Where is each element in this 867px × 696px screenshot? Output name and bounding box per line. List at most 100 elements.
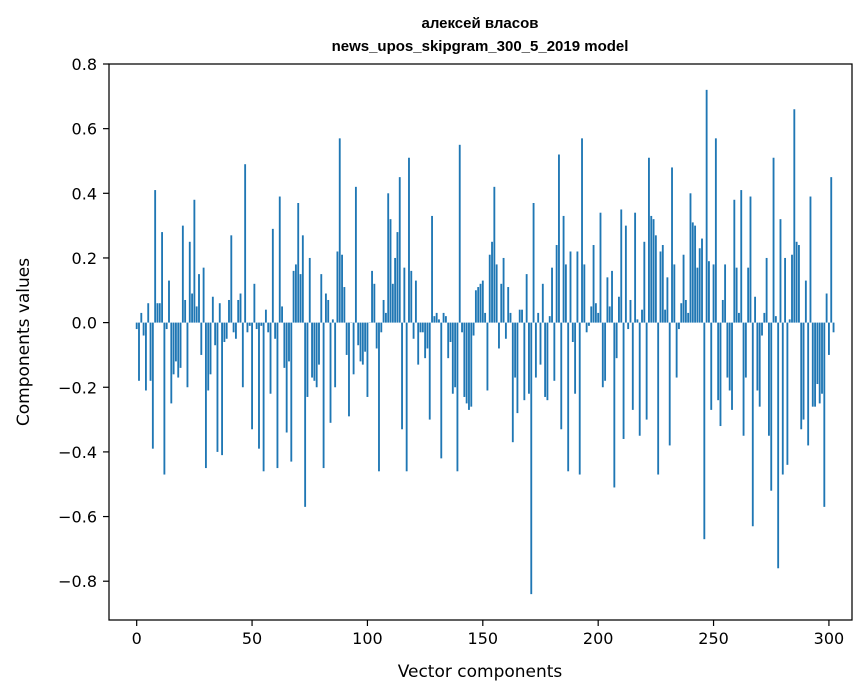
x-axis-label: Vector components [398,662,563,682]
bar [749,196,752,323]
bar [788,319,791,323]
bar [414,280,417,323]
bar [779,219,782,323]
bar [426,322,429,349]
bar [458,144,461,323]
bar [601,322,604,388]
bar [546,322,549,401]
bar [491,241,493,323]
bar [784,257,787,323]
bar [710,322,713,410]
bar [511,322,514,443]
bar [537,312,540,323]
bar [456,322,459,472]
bar [297,203,300,323]
bar [255,322,258,330]
bar [604,322,607,381]
bar [331,319,334,323]
bar [742,322,745,436]
y-axis-ticks: 0.8 0.6 0.4 0.2 0.0 −0.2 −0.4 −0.6 −0.8 [58,55,109,591]
bar [338,138,341,323]
bar [698,248,701,323]
bar [140,312,143,323]
bar [465,322,468,404]
bar [781,322,784,475]
bar [274,322,277,339]
bar [401,322,403,430]
bar [703,322,706,540]
bar [253,283,256,323]
bar [532,203,535,323]
bar [221,322,223,456]
bar [211,296,214,323]
bar [223,322,226,342]
bar [387,193,390,323]
bar [541,283,544,323]
bar [668,322,671,446]
bar [470,322,473,407]
bar [361,322,364,365]
bar [694,225,697,323]
bar [451,322,454,394]
bar [756,322,759,391]
bar [357,322,360,346]
bar [823,322,826,507]
x-tick-label: 200 [583,629,614,648]
bar [525,274,528,323]
bar [514,322,517,378]
bar [438,319,440,323]
bar [336,251,339,323]
bar [375,322,378,349]
bar [641,309,643,323]
bar [486,322,489,391]
bar [659,251,662,323]
bar [576,251,579,323]
bar [504,322,507,339]
bar [800,322,803,430]
bar [463,322,466,397]
bar [142,322,145,336]
bar [747,267,750,323]
bar [276,322,279,469]
bar [705,89,708,323]
bar [652,219,655,323]
x-tick-label: 100 [352,629,383,648]
bar [493,186,496,323]
bar [435,312,438,323]
bar [825,293,828,323]
bar [329,322,332,423]
bar [188,241,191,323]
x-tick-label: 150 [468,629,499,648]
bar [786,322,789,465]
bar [419,322,422,333]
bar [168,280,170,323]
bar [318,322,320,365]
bar [735,267,738,323]
bar [151,322,154,449]
bar [680,303,683,323]
bar [495,264,498,323]
bar [202,267,205,323]
bar [594,303,597,323]
bar [322,322,325,469]
bar [232,322,235,333]
bar [135,322,138,330]
bar [396,232,399,323]
bar [599,212,602,323]
bar [200,322,203,355]
bar [313,322,316,381]
bar [191,293,193,323]
bar [528,322,530,394]
bar [613,322,616,488]
bar [689,193,692,323]
bar [207,322,210,391]
bar [294,264,297,323]
bar [740,190,743,323]
bar [156,303,159,323]
bar [308,257,311,323]
bar [234,322,237,339]
bar [198,274,200,323]
bar [564,264,567,323]
bar [733,199,736,323]
bar [530,322,533,595]
